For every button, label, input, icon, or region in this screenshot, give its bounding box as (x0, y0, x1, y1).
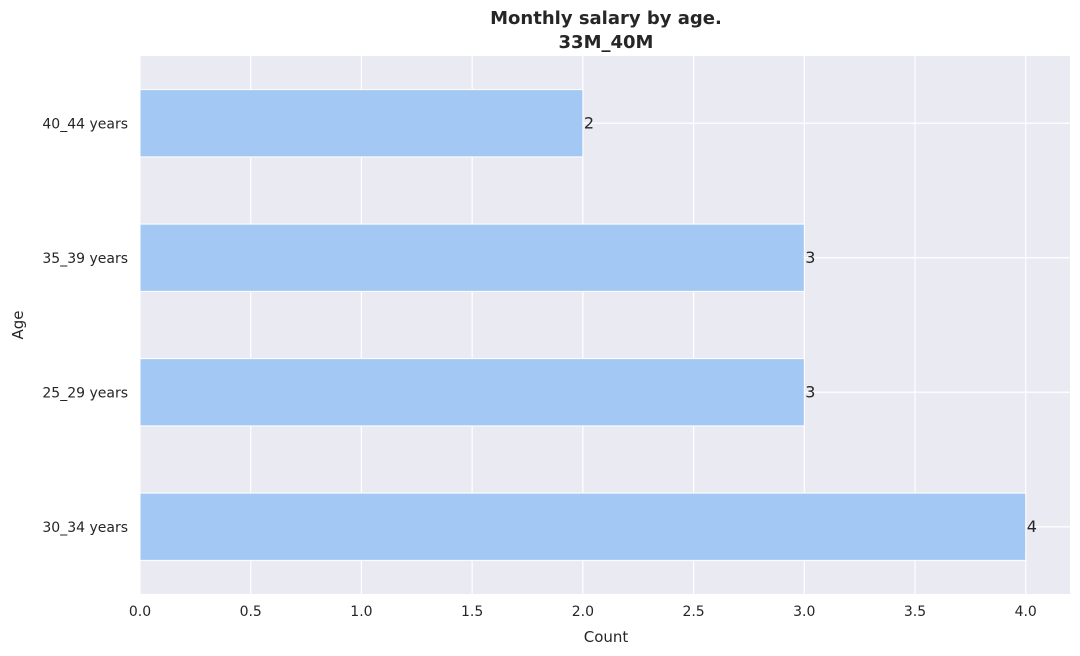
x-tick-label: 1.5 (461, 604, 483, 620)
bar (139, 492, 1027, 561)
y-tick-label: 30_34 years (42, 520, 128, 536)
x-axis-label: Count (584, 628, 629, 646)
x-tick-label: 2.0 (572, 604, 594, 620)
x-tick-label: 3.5 (904, 604, 926, 620)
y-axis-ticks: 40_44 years 35_39 years 25_29 years 30_34 y… (42, 116, 128, 536)
bar (139, 358, 805, 427)
x-tick-label: 2.5 (682, 604, 704, 620)
bar-value-label: 3 (805, 248, 815, 267)
bars (139, 89, 1027, 561)
x-axis-ticks: 0.0 0.5 1.0 1.5 2.0 2.5 3.0 3.5 4.0 (129, 604, 1037, 620)
y-tick-label: 40_44 years (42, 116, 128, 132)
data-labels: 2 3 3 4 (584, 113, 1037, 536)
x-tick-label: 0.5 (240, 604, 262, 620)
chart-title: Monthly salary by age. (490, 8, 722, 29)
y-tick-label: 25_29 years (42, 385, 128, 401)
bar-value-label: 3 (805, 382, 815, 401)
bar-value-label: 2 (584, 113, 594, 132)
chart-subtitle: 33M_40M (559, 32, 654, 53)
x-tick-label: 1.0 (350, 604, 372, 620)
x-tick-label: 3.0 (793, 604, 815, 620)
bar (139, 223, 805, 292)
x-tick-label: 4.0 (1015, 604, 1037, 620)
y-axis-label: Age (9, 310, 27, 339)
x-tick-label: 0.0 (129, 604, 151, 620)
bar-value-label: 4 (1027, 517, 1037, 536)
y-tick-label: 35_39 years (42, 251, 128, 267)
bar (139, 89, 584, 158)
